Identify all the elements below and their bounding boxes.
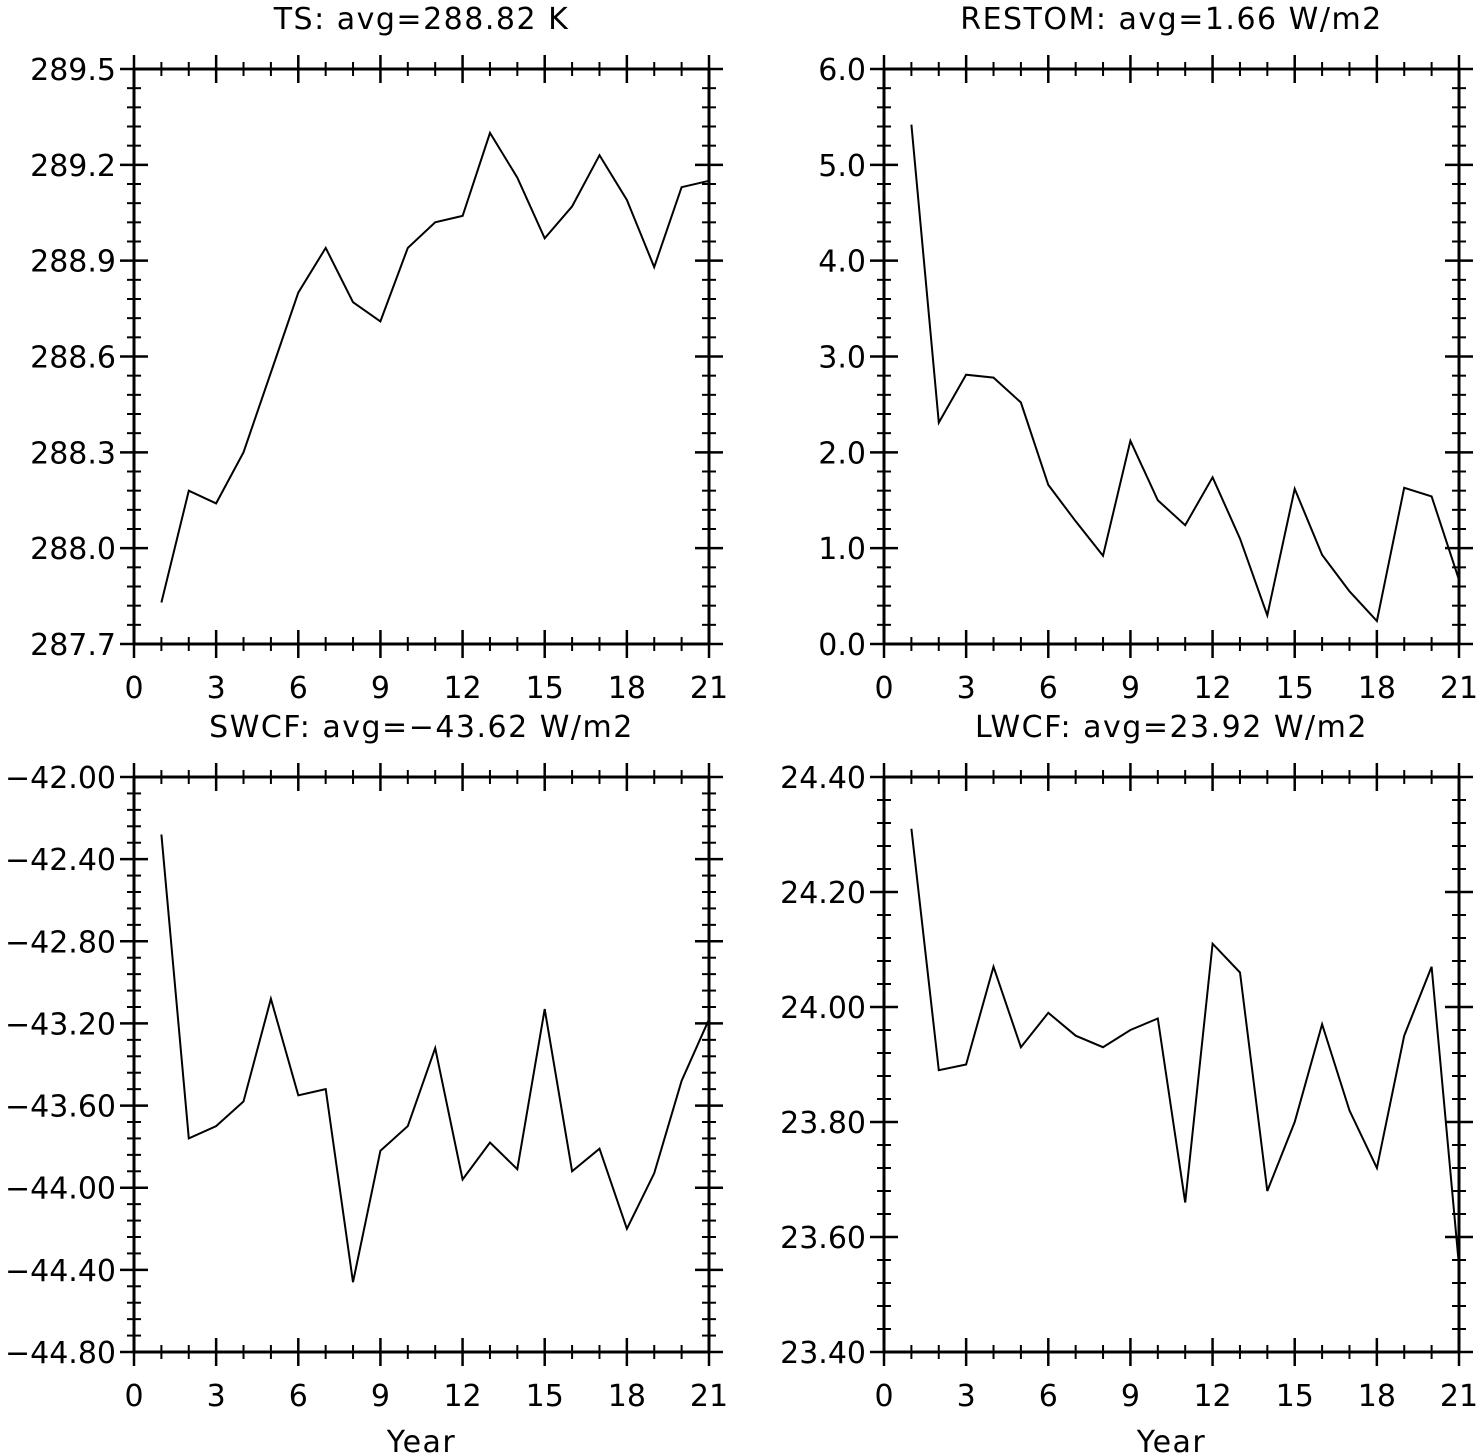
- y-tick-label-lwcf: 23.60: [780, 1221, 866, 1256]
- chart-title-restom: RESTOM: avg=1.66 W/m2: [960, 2, 1383, 37]
- x-tick-label-lwcf: 3: [957, 1379, 976, 1414]
- y-tick-label-swcf: −42.00: [5, 761, 116, 796]
- x-tick-label-restom: 3: [957, 671, 976, 706]
- y-tick-label-swcf: −43.20: [5, 1007, 116, 1042]
- y-tick-label-restom: 4.0: [818, 245, 866, 280]
- series-line-ts: [160, 130, 710, 603]
- y-tick-label-ts: 289.5: [30, 53, 116, 88]
- x-tick-label-lwcf: 12: [1193, 1379, 1231, 1414]
- chart-panel-swcf: SWCF: avg=−43.62 W/m2 Year −44.80 −44.40 −…: [5, 710, 728, 1454]
- chart-title-ts: TS: avg=288.82 K: [273, 2, 570, 37]
- x-tick-label-ts: 15: [526, 671, 564, 706]
- x-tick-label-swcf: 15: [526, 1379, 564, 1414]
- y-tick-label-restom: 1.0: [818, 532, 866, 567]
- x-tick-label-lwcf: 15: [1276, 1379, 1314, 1414]
- x-tick-label-swcf: 0: [124, 1379, 143, 1414]
- y-tick-label-lwcf: 24.40: [780, 761, 866, 796]
- series-line-swcf: [160, 834, 710, 1283]
- x-tick-label-restom: 18: [1358, 671, 1396, 706]
- x-tick-label-swcf: 12: [443, 1379, 481, 1414]
- x-tick-label-restom: 6: [1039, 671, 1058, 706]
- y-tick-label-restom: 5.0: [818, 149, 866, 184]
- y-tick-label-lwcf: 24.20: [780, 876, 866, 911]
- x-tick-label-swcf: 3: [207, 1379, 226, 1414]
- x-tick-label-restom: 0: [874, 671, 893, 706]
- x-tick-label-swcf: 6: [289, 1379, 308, 1414]
- plot-frame-ts: [132, 67, 711, 646]
- y-tick-label-swcf: −44.80: [5, 1336, 116, 1371]
- y-tick-label-restom: 6.0: [818, 53, 866, 88]
- x-tick-label-lwcf: 18: [1358, 1379, 1396, 1414]
- chart-panel-restom: RESTOM: avg=1.66 W/m2 0.0 1.0 2.0 3.0 4.0 5.0…: [818, 2, 1476, 706]
- y-tick-label-swcf: −43.60: [5, 1090, 116, 1125]
- series-line-lwcf: [910, 828, 1460, 1266]
- x-tick-label-restom: 15: [1276, 671, 1314, 706]
- x-tick-label-ts: 21: [690, 671, 728, 706]
- x-axis-label-swcf: Year: [386, 1425, 457, 1454]
- y-tick-label-swcf: −44.40: [5, 1254, 116, 1289]
- x-axis-label-lwcf: Year: [1136, 1425, 1207, 1454]
- chart-panel-lwcf: LWCF: avg=23.92 W/m2 Year 23.40 23.60 23.8…: [780, 710, 1476, 1454]
- x-tick-label-swcf: 9: [371, 1379, 390, 1414]
- y-tick-label-ts: 288.0: [30, 532, 116, 567]
- y-tick-label-ts: 288.6: [30, 341, 116, 376]
- x-tick-label-restom: 12: [1193, 671, 1231, 706]
- x-tick-label-ts: 0: [124, 671, 143, 706]
- chart-panel-ts: TS: avg=288.82 K 287.7 288.0 288.3 288.6 288…: [30, 2, 728, 706]
- y-tick-label-swcf: −42.40: [5, 843, 116, 878]
- chart-title-lwcf: LWCF: avg=23.92 W/m2: [975, 710, 1368, 745]
- y-tick-label-swcf: −42.80: [5, 925, 116, 960]
- x-tick-label-lwcf: 9: [1121, 1379, 1140, 1414]
- y-tick-label-restom: 0.0: [818, 628, 866, 663]
- y-tick-label-restom: 3.0: [818, 341, 866, 376]
- x-tick-label-swcf: 18: [608, 1379, 646, 1414]
- y-tick-label-lwcf: 24.00: [780, 991, 866, 1026]
- x-tick-label-ts: 6: [289, 671, 308, 706]
- plot-frame-swcf: [132, 775, 711, 1354]
- x-tick-label-lwcf: 21: [1440, 1379, 1476, 1414]
- chart-title-swcf: SWCF: avg=−43.62 W/m2: [209, 710, 634, 745]
- y-tick-label-lwcf: 23.80: [780, 1106, 866, 1141]
- x-tick-label-restom: 21: [1440, 671, 1476, 706]
- x-tick-label-lwcf: 0: [874, 1379, 893, 1414]
- x-tick-label-swcf: 21: [690, 1379, 728, 1414]
- x-tick-label-restom: 9: [1121, 671, 1140, 706]
- series-line-restom: [910, 124, 1460, 624]
- plot-frame-restom: [882, 67, 1461, 646]
- y-tick-label-ts: 289.2: [30, 149, 116, 184]
- y-tick-label-ts: 288.3: [30, 436, 116, 471]
- y-tick-label-swcf: −44.00: [5, 1172, 116, 1207]
- x-tick-label-lwcf: 6: [1039, 1379, 1058, 1414]
- x-tick-label-ts: 12: [443, 671, 481, 706]
- y-tick-label-ts: 288.9: [30, 245, 116, 280]
- y-tick-label-lwcf: 23.40: [780, 1336, 866, 1371]
- x-tick-label-ts: 9: [371, 671, 390, 706]
- y-tick-label-restom: 2.0: [818, 436, 866, 471]
- plot-frame-lwcf: [882, 775, 1461, 1354]
- x-tick-label-ts: 18: [608, 671, 646, 706]
- x-tick-label-ts: 3: [207, 671, 226, 706]
- y-tick-label-ts: 287.7: [30, 628, 116, 663]
